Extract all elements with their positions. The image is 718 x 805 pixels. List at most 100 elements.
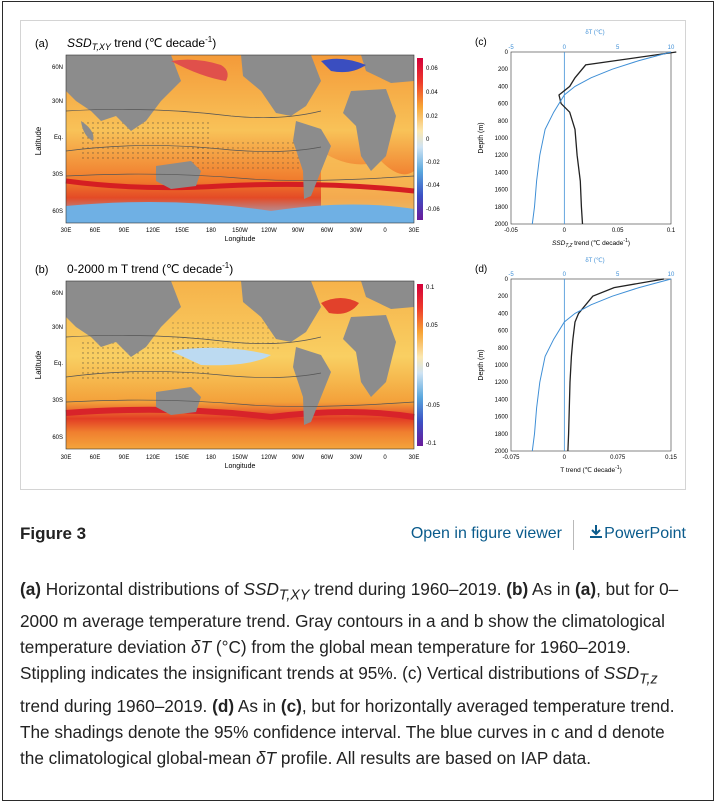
panel-b-xtick: 0 bbox=[383, 455, 387, 461]
panel-a-subpolar-cool bbox=[321, 58, 366, 73]
panel-a-xtick: 180 bbox=[206, 228, 217, 234]
panel-d-xtick: 0 bbox=[563, 455, 567, 461]
figure-title: Figure 3 bbox=[20, 524, 87, 543]
panel-a-kuroshio-warm bbox=[171, 59, 228, 81]
panel-b-acc-band bbox=[65, 406, 415, 421]
panel-b-xtick: 30W bbox=[350, 455, 363, 461]
panel-a-map-frame bbox=[65, 54, 415, 224]
panel-d-series-climatology bbox=[531, 278, 672, 452]
link-separator bbox=[573, 520, 574, 550]
panel-a-letter: (a) bbox=[35, 38, 48, 50]
panel-d-ytick: 1400 bbox=[495, 397, 509, 403]
panel-c-xlabel: SSDT,Z trend (℃ decade-1) bbox=[552, 238, 630, 249]
figure-caption: (a) Horizontal distributions of SSDT,XY … bbox=[20, 579, 679, 768]
panel-b-xtick: 150E bbox=[175, 455, 189, 461]
panel-d-ylabel: Depth (m) bbox=[478, 349, 485, 380]
panel-d: (d) δT (℃) -5 0 5 10 Depth (m) 020040060080… bbox=[475, 257, 677, 474]
panel-b-cbtick: 0 bbox=[426, 363, 430, 369]
panel-a-xtick: 120W bbox=[261, 228, 277, 234]
panel-a-colorbar bbox=[417, 58, 423, 220]
panel-d-ytick: 0 bbox=[505, 277, 509, 283]
panel-a-ytick: 60S bbox=[52, 209, 63, 215]
panel-a-southern-ocean bbox=[66, 202, 414, 223]
panel-c-top-tick: -5 bbox=[508, 45, 514, 51]
panel-c-series-trend bbox=[558, 51, 677, 225]
panel-b-xtick: 180 bbox=[206, 455, 217, 461]
panel-a-xtick: 0 bbox=[383, 228, 387, 234]
panel-c-top-tick: 0 bbox=[563, 45, 567, 51]
panel-b-land-eurasia bbox=[66, 281, 181, 357]
panel-d-ytick: 1600 bbox=[495, 415, 509, 421]
panel-b-contour bbox=[65, 371, 322, 378]
panel-b-cbtick: -0.1 bbox=[426, 441, 437, 447]
panel-a-land-north-america bbox=[241, 55, 321, 116]
panel-b: (b) 0-2000 m T trend (℃ decade-1) Latitu… bbox=[34, 261, 440, 470]
panel-c-ytick: 1400 bbox=[495, 170, 509, 176]
panel-d-ytick: 1200 bbox=[495, 380, 509, 386]
panel-c-ytick: 1200 bbox=[495, 153, 509, 159]
panel-b-cbtick: 0.05 bbox=[426, 323, 438, 329]
panel-a-xtick: 30E bbox=[61, 228, 72, 234]
panel-a-stippling bbox=[81, 121, 211, 161]
panel-d-top-tick: 0 bbox=[563, 272, 567, 278]
panel-d-ytick: 400 bbox=[498, 311, 509, 317]
panel-b-stippling-2 bbox=[171, 321, 281, 351]
panel-a-xlabel: Longitude bbox=[225, 236, 256, 243]
panel-a-land-south-america bbox=[293, 121, 331, 199]
panel-b-contour bbox=[65, 334, 322, 344]
panel-d-top-tick: -5 bbox=[508, 272, 514, 278]
panel-a-contour bbox=[65, 173, 415, 181]
panel-a-land-africa bbox=[343, 89, 396, 171]
panel-b-cbtick: -0.05 bbox=[426, 403, 440, 409]
panel-d-ytick: 1000 bbox=[495, 363, 509, 369]
panel-a-land-europe bbox=[361, 55, 414, 83]
panel-d-xlabel: T trend (℃ decade-1) bbox=[560, 465, 622, 474]
panel-b-xtick: 30E bbox=[409, 455, 420, 461]
panel-b-cbtick: 0.1 bbox=[426, 285, 435, 291]
panel-b-ytick: 60S bbox=[52, 435, 63, 441]
panel-a-xtick: 30W bbox=[350, 228, 363, 234]
panel-c-ytick: 800 bbox=[498, 119, 509, 125]
panel-b-land-south-america bbox=[293, 347, 331, 425]
panel-d-xtick: -0.075 bbox=[502, 455, 520, 461]
panel-c-ytick: 0 bbox=[505, 50, 509, 56]
panel-b-land-africa bbox=[343, 315, 396, 397]
panel-c-xtick: 0.1 bbox=[667, 228, 676, 234]
panel-a-xtick: 60W bbox=[321, 228, 334, 234]
panel-b-xtick: 60E bbox=[90, 455, 101, 461]
panel-b-xtick: 150W bbox=[232, 455, 248, 461]
panel-c-top-tick: 5 bbox=[616, 45, 620, 51]
panel-a-xtick: 60E bbox=[90, 228, 101, 234]
panel-a-title: SSDT,XY trend (℃ decade-1) bbox=[67, 35, 216, 52]
panel-b-land-europe bbox=[361, 281, 414, 309]
panel-c-ytick: 600 bbox=[498, 102, 509, 108]
panel-d-ytick: 800 bbox=[498, 346, 509, 352]
panel-d-series-trend bbox=[567, 278, 665, 452]
panel-b-title: 0-2000 m T trend (℃ decade-1) bbox=[67, 261, 233, 276]
panel-b-ytick: Eq. bbox=[54, 361, 63, 367]
panel-d-top-label: δT (℃) bbox=[585, 257, 604, 264]
panel-b-ytick: 60N bbox=[52, 291, 63, 297]
panel-d-xtick: 0.075 bbox=[610, 455, 626, 461]
panel-a-contour bbox=[65, 108, 322, 118]
panel-b-xlabel: Longitude bbox=[225, 463, 256, 470]
figure-image[interactable]: (a) SSDT,XY trend (℃ decade-1) Latitude bbox=[20, 20, 686, 490]
panel-d-ytick: 2000 bbox=[495, 449, 509, 455]
panel-c-xtick: -0.05 bbox=[504, 228, 518, 234]
panel-d-letter: (d) bbox=[475, 264, 487, 275]
panel-a-cbtick: -0.04 bbox=[426, 183, 440, 189]
powerpoint-download-link[interactable]: PowerPoint bbox=[590, 525, 686, 543]
panel-b-land-north-america bbox=[241, 281, 321, 342]
panel-b-xtick: 30E bbox=[61, 455, 72, 461]
panel-a-xtick: 120E bbox=[146, 228, 160, 234]
panel-d-ytick: 1800 bbox=[495, 432, 509, 438]
panel-b-xtick: 90W bbox=[292, 455, 305, 461]
panel-c-ytick: 1600 bbox=[495, 188, 509, 194]
panel-a-ylabel: Latitude bbox=[34, 126, 43, 155]
panel-a-stippling-2 bbox=[191, 141, 311, 171]
panel-c-plot-frame bbox=[510, 51, 672, 225]
panel-b-ytick: 30S bbox=[52, 398, 63, 404]
panel-c-ytick: 200 bbox=[498, 67, 509, 73]
download-icon bbox=[590, 525, 603, 543]
open-figure-viewer-link[interactable]: Open in figure viewer bbox=[410, 525, 562, 542]
